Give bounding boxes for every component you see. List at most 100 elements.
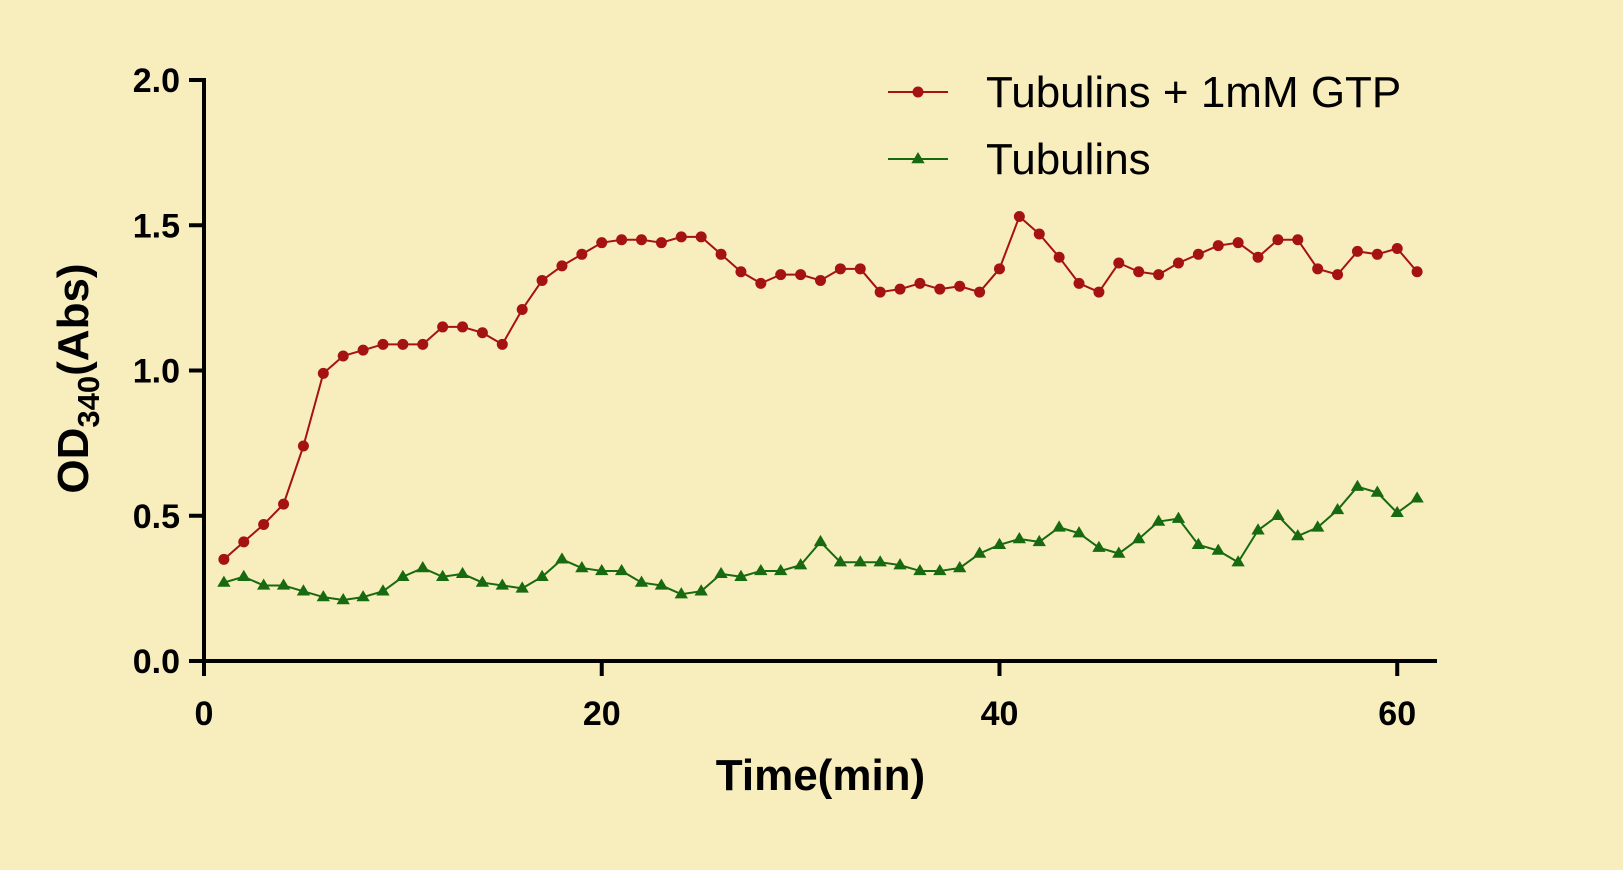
data-point (894, 283, 906, 295)
data-point (833, 555, 848, 567)
legend-marker (911, 152, 925, 164)
data-point (376, 584, 390, 596)
x-tick-label: 0 (195, 695, 214, 733)
data-point (1032, 534, 1046, 547)
data-point (1232, 237, 1244, 249)
data-point (953, 561, 967, 573)
data-point (1350, 479, 1365, 491)
data-point (972, 546, 987, 558)
series-layer (217, 211, 1424, 605)
data-point (336, 592, 350, 605)
data-point (1311, 520, 1325, 532)
legend-item-tubulins: Tubulins (888, 135, 1151, 184)
data-point (1172, 257, 1184, 269)
data-point (1092, 540, 1106, 552)
data-point (1171, 511, 1186, 523)
y-axis-title-subscript: 340 (71, 376, 106, 428)
data-point (296, 584, 311, 596)
data-point (595, 563, 609, 576)
data-point (974, 286, 986, 298)
data-point (1330, 502, 1345, 515)
data-point (258, 518, 270, 530)
data-point (1033, 228, 1045, 240)
data-point (815, 274, 826, 286)
data-point (377, 338, 389, 350)
data-point (714, 566, 728, 579)
data-point (356, 590, 370, 602)
data-point (1391, 242, 1403, 254)
data-point (535, 569, 549, 581)
data-point (496, 338, 508, 350)
data-point (357, 344, 369, 356)
data-point (1113, 257, 1125, 269)
data-point (1291, 529, 1305, 541)
data-point (775, 269, 787, 281)
data-point (536, 274, 548, 286)
data-point (556, 260, 568, 272)
data-point (992, 537, 1007, 549)
data-point (417, 338, 429, 350)
x-tick-label: 40 (981, 695, 1019, 733)
legend-marker (912, 86, 924, 98)
y-axis-title: OD340(Abs) (49, 263, 106, 493)
x-axis-title: Time(min) (716, 751, 925, 800)
data-point (1251, 523, 1265, 535)
data-point (934, 283, 946, 295)
y-tick-label: 1.0 (133, 353, 180, 391)
data-point (734, 569, 748, 581)
data-point (596, 237, 608, 249)
data-point (1410, 491, 1424, 503)
data-point (1371, 248, 1383, 260)
data-point (1191, 537, 1206, 549)
data-point (397, 338, 409, 350)
data-point (1072, 526, 1086, 538)
data-point (834, 263, 846, 275)
data-point (914, 277, 926, 289)
data-point (437, 321, 449, 333)
data-point (654, 578, 669, 590)
data-point (675, 231, 687, 243)
data-point (257, 578, 271, 590)
data-point (1351, 245, 1363, 257)
data-point (655, 237, 667, 249)
data-point (695, 231, 707, 243)
data-point (1292, 234, 1304, 246)
axes: 0.0 0.5 1.0 1.5 2.0 0 20 40 60 (133, 62, 1437, 733)
data-point (1231, 555, 1245, 567)
data-point (755, 277, 767, 289)
series-line (223, 215, 1418, 561)
data-point (993, 263, 1005, 275)
data-point (694, 584, 708, 596)
data-point (1211, 543, 1225, 555)
data-point (217, 575, 231, 587)
data-point (237, 569, 251, 581)
data-point (614, 563, 629, 576)
series-tubulins-1mm-gtp (218, 211, 1423, 565)
data-point (1332, 269, 1344, 281)
data-point (1370, 485, 1384, 497)
data-point (1212, 240, 1224, 252)
data-point (795, 269, 807, 281)
legend: Tubulins + 1mM GTP Tubulins (888, 68, 1401, 184)
data-point (674, 587, 688, 599)
legend-label: Tubulins + 1mM GTP (986, 68, 1401, 117)
data-point (913, 563, 927, 576)
data-point (1390, 505, 1404, 518)
data-point (495, 578, 509, 590)
data-point (1073, 277, 1085, 289)
data-point (576, 248, 588, 260)
data-point (1012, 531, 1027, 544)
data-point (893, 558, 907, 570)
data-point (416, 561, 430, 573)
data-point (813, 534, 828, 547)
data-point (735, 266, 747, 278)
data-point (1093, 286, 1105, 298)
y-axis-title-main: OD (49, 428, 98, 494)
data-point (873, 555, 887, 567)
data-point (1013, 211, 1025, 223)
data-point (1312, 263, 1324, 275)
data-point (457, 321, 469, 333)
y-tick-label: 2.0 (133, 62, 180, 100)
data-point (276, 578, 291, 590)
